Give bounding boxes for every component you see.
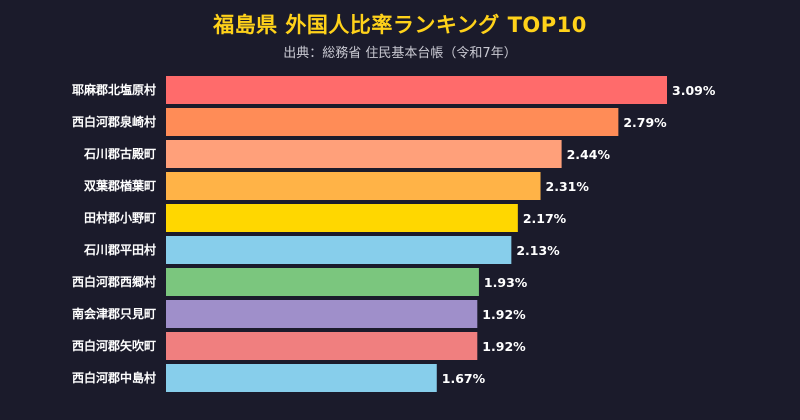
bar bbox=[166, 268, 479, 296]
value-label: 2.13% bbox=[516, 243, 560, 258]
value-label: 2.17% bbox=[523, 211, 567, 226]
bar bbox=[166, 108, 619, 136]
value-label: 2.44% bbox=[567, 147, 611, 162]
category-label: 西白河郡矢吹町 bbox=[72, 338, 156, 353]
category-label: 南会津郡只見町 bbox=[72, 306, 156, 321]
bar bbox=[166, 236, 512, 264]
category-label: 石川郡平田村 bbox=[83, 242, 156, 257]
value-label: 1.92% bbox=[482, 339, 526, 354]
bar bbox=[166, 332, 478, 360]
bar bbox=[166, 364, 437, 392]
category-label: 石川郡古殿町 bbox=[83, 146, 156, 161]
chart-title: 福島県 外国人比率ランキング TOP10 bbox=[213, 13, 587, 37]
category-label: 田村郡小野町 bbox=[84, 210, 156, 225]
value-label: 1.93% bbox=[484, 275, 528, 290]
value-label: 1.92% bbox=[482, 307, 526, 322]
value-label: 3.09% bbox=[672, 83, 716, 98]
bar bbox=[166, 204, 518, 232]
category-label: 耶麻郡北塩原村 bbox=[72, 82, 156, 97]
category-label: 西白河郡中島村 bbox=[72, 370, 156, 385]
chart-subtitle: 出典：総務省 住民基本台帳（令和7年） bbox=[283, 46, 517, 61]
bar bbox=[166, 300, 478, 328]
bar bbox=[166, 76, 667, 104]
category-label: 西白河郡泉崎村 bbox=[72, 114, 156, 129]
value-label: 2.79% bbox=[623, 115, 667, 130]
category-label: 双葉郡楢葉町 bbox=[84, 178, 156, 193]
bar bbox=[166, 172, 541, 200]
bar bbox=[166, 140, 562, 168]
category-label: 西白河郡西郷村 bbox=[72, 274, 156, 289]
value-label: 2.31% bbox=[546, 179, 590, 194]
value-label: 1.67% bbox=[442, 371, 486, 386]
